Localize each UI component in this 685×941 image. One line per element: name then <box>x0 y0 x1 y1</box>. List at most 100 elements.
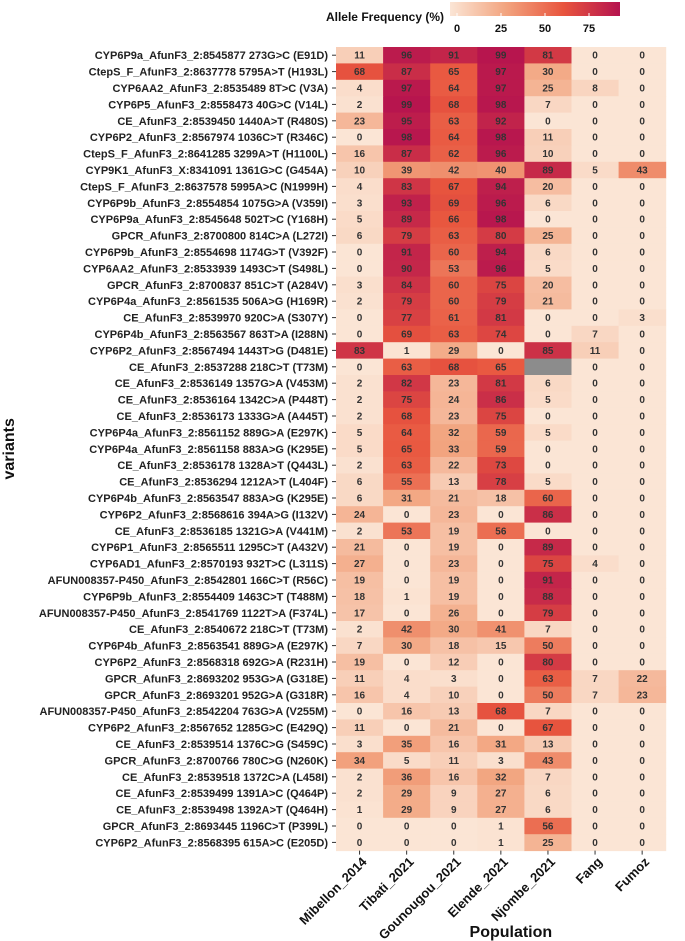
heatmap-cell <box>336 293 384 310</box>
heatmap-cell <box>618 309 667 327</box>
heatmap-cell <box>336 539 384 556</box>
heatmap-cell <box>571 670 620 688</box>
row-label: CE_AfunF3_2:8539499 1391A>C (Q464P) <box>116 788 329 800</box>
cell-value: 6 <box>545 789 551 800</box>
heatmap-cell <box>618 342 667 360</box>
heatmap-cell <box>383 309 431 327</box>
row-label: CE_AfunF3_2:8539970 920C>A (S307Y) <box>123 313 328 325</box>
cell-value: 0 <box>592 444 598 455</box>
cell-value: 0 <box>404 838 410 849</box>
cell-value: 79 <box>542 608 554 619</box>
cell-value: 0 <box>592 740 598 751</box>
cell-value: 0 <box>639 51 645 62</box>
heatmap-cell <box>477 834 525 852</box>
cell-value: 0 <box>592 428 598 439</box>
heatmap-cell <box>477 506 525 524</box>
cell-value: 0 <box>545 116 551 127</box>
heatmap-cell <box>524 457 572 474</box>
heatmap-cell <box>524 424 572 442</box>
column-label: Fang <box>573 854 606 887</box>
heatmap-cell <box>430 161 478 179</box>
heatmap-cell <box>618 260 667 278</box>
cell-value: 27 <box>495 805 507 816</box>
cell-value: 0 <box>592 264 598 275</box>
heatmap-cell <box>336 752 384 770</box>
cell-value: 81 <box>495 313 507 324</box>
x-axis-title: Population <box>470 924 553 941</box>
row-label: GPCR_AfunF3_2:8693201 952G>A (G318R) <box>104 690 328 702</box>
cell-value: 0 <box>592 608 598 619</box>
cell-value: 1 <box>404 592 410 603</box>
cell-value: 0 <box>639 215 645 226</box>
cell-value: 68 <box>354 67 366 78</box>
heatmap-cell <box>477 276 525 294</box>
heatmap-cell <box>524 178 572 196</box>
heatmap-cell <box>430 785 478 802</box>
heatmap-cell <box>430 47 478 64</box>
column-label: Mibellon_2014 <box>296 854 370 928</box>
cell-value: 0 <box>639 116 645 127</box>
cell-value: 35 <box>401 740 413 751</box>
cell-value: 5 <box>404 756 410 767</box>
cell-value: 0 <box>639 526 645 537</box>
cell-value: 0 <box>592 313 598 324</box>
cell-value: 1 <box>404 346 410 357</box>
heatmap-cell <box>571 539 620 556</box>
cell-value: 0 <box>592 576 598 587</box>
heatmap-cell <box>383 588 431 606</box>
cell-value: 25 <box>542 838 554 849</box>
cell-value: 56 <box>542 822 554 833</box>
heatmap-cell <box>383 637 431 655</box>
cell-value: 25 <box>542 231 554 242</box>
heatmap-cell <box>430 571 478 589</box>
heatmap-cell <box>524 539 572 556</box>
cell-value: 7 <box>545 707 551 718</box>
cell-value: 6 <box>357 477 363 488</box>
heatmap-cell <box>383 522 431 540</box>
cell-value: 16 <box>448 740 460 751</box>
heatmap-cell <box>477 768 525 786</box>
heatmap-cell <box>383 817 431 835</box>
cell-value: 0 <box>639 231 645 242</box>
cell-value: 0 <box>357 248 363 259</box>
column-label: Gounougou_2021 <box>376 854 464 941</box>
heatmap-cell <box>477 243 525 261</box>
heatmap-cell <box>477 604 525 622</box>
heatmap-cell <box>336 112 384 130</box>
cell-value: 1 <box>357 805 363 816</box>
heatmap-cell <box>618 211 667 228</box>
heatmap-cell <box>430 653 478 671</box>
cell-value: 97 <box>495 84 507 95</box>
cell-value: 19 <box>448 576 460 587</box>
heatmap-cell <box>477 588 525 606</box>
row-label: CE_AfunF3_2:8536178 1328A>T (Q443L) <box>117 460 328 472</box>
heatmap-cell <box>430 79 478 97</box>
heatmap-cell <box>336 161 384 179</box>
heatmap-cell <box>477 473 525 491</box>
cell-value: 5 <box>357 428 363 439</box>
heatmap-cell <box>571 686 620 704</box>
heatmap-cell <box>618 457 667 474</box>
heatmap-cell <box>571 457 620 474</box>
cell-value: 77 <box>401 313 413 324</box>
cell-value: 91 <box>542 576 554 587</box>
heatmap-cell <box>383 79 431 97</box>
heatmap-cell <box>524 522 572 540</box>
heatmap-cell <box>524 440 572 458</box>
heatmap-cell <box>477 539 525 556</box>
cell-value: 0 <box>592 625 598 636</box>
cell-value: 90 <box>401 264 413 275</box>
heatmap-cell <box>336 47 384 64</box>
heatmap-cell <box>618 391 667 409</box>
heatmap-cell <box>430 703 478 720</box>
heatmap-cell <box>524 489 572 507</box>
cell-value: 21 <box>448 494 460 505</box>
heatmap-cell <box>524 276 572 294</box>
cell-value: 0 <box>498 576 504 587</box>
heatmap-cell <box>477 489 525 507</box>
heatmap-cell <box>430 407 478 425</box>
cell-value: 69 <box>448 198 460 209</box>
heatmap-cell <box>618 63 667 81</box>
cell-value: 11 <box>354 51 365 62</box>
heatmap-cell <box>430 539 478 556</box>
